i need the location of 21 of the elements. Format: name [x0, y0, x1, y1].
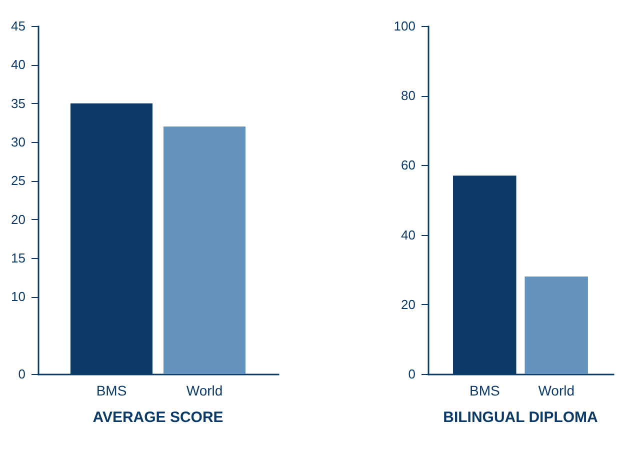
x-tick-label: BMS: [96, 382, 127, 398]
x-tick-label: BMS: [469, 382, 500, 398]
y-tick-label: 0: [18, 366, 26, 382]
y-tick-label: 35: [11, 96, 26, 111]
y-tick-label: 15: [11, 250, 26, 266]
text: AVERAGE SCORE: [92, 409, 224, 426]
y-tick-label: 30: [11, 134, 26, 150]
y-tick-label: 20: [11, 212, 26, 227]
y-tick-label: 100: [394, 18, 416, 34]
y-tick-label: 60: [401, 158, 416, 173]
y-tick-label: 80: [401, 88, 416, 104]
x-tick-label: World: [538, 382, 575, 398]
y-tick-label: 10: [11, 289, 26, 304]
y-tick-label: 45: [11, 18, 26, 34]
y-tick-label: 40: [11, 57, 26, 72]
y-tick-label: 40: [401, 227, 416, 242]
x-tick-label: World: [186, 382, 223, 398]
y-tick-label: 20: [401, 296, 416, 312]
y-tick-label: 0: [408, 366, 416, 382]
y-tick-label: 25: [11, 173, 26, 188]
text: BILINGUAL DIPLOMA: [443, 409, 598, 426]
